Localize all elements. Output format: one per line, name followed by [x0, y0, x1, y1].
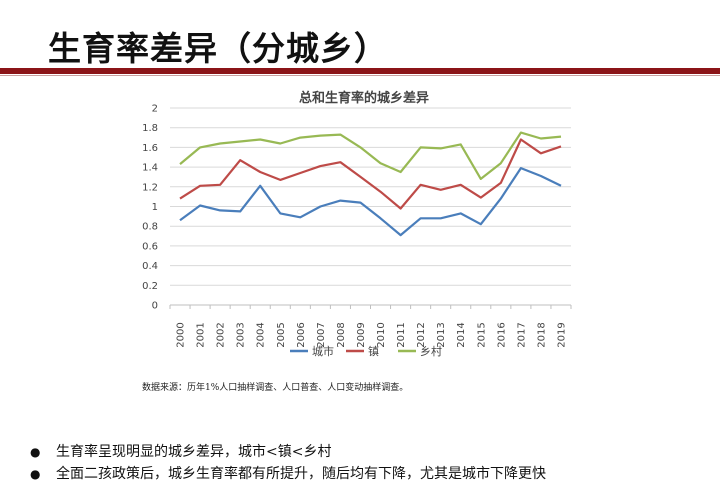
bullet-text: 全面二孩政策后，城乡生育率都有所提升，随后均有下降，尤其是城市下降更快 — [56, 466, 546, 482]
legend: 城市 镇 乡村 — [290, 344, 442, 358]
y-tick-label: 1 — [152, 202, 158, 213]
x-tick-label: 2010 — [376, 322, 387, 347]
y-tick-label: 0 — [152, 301, 158, 312]
y-tick-label: 0.8 — [142, 222, 158, 233]
x-tick-label: 2018 — [536, 322, 547, 347]
x-tick-label: 2001 — [196, 322, 207, 347]
bullet-list: ● 生育率呈现明显的城乡差异，城市<镇<乡村 ● 全面二孩政策后，城乡生育率都有… — [30, 443, 710, 487]
bullet-item: ● 全面二孩政策后，城乡生育率都有所提升，随后均有下降，尤其是城市下降更快 — [30, 465, 710, 487]
y-tick-label: 2 — [152, 104, 158, 115]
x-tick-label: 2012 — [416, 322, 427, 347]
y-tick-label: 1.4 — [142, 163, 158, 174]
grid-layer — [170, 107, 571, 306]
chart-title: 总和生育率的城乡差异 — [299, 90, 429, 106]
x-tick-label: 2013 — [436, 322, 447, 347]
source-note: 数据来源：历年1%人口抽样调查、人口普查、人口变动抽样调查。 — [142, 383, 409, 393]
y-tick-label: 1.8 — [142, 123, 158, 134]
bullet-icon: ● — [30, 467, 41, 481]
series-line-2 — [179, 138, 562, 210]
x-tick-label: 2003 — [236, 322, 247, 347]
legend-label: 乡村 — [420, 344, 442, 358]
x-tick-label: 2005 — [276, 322, 287, 347]
x-tick-label: 2002 — [216, 322, 227, 347]
x-tick-label: 2014 — [456, 322, 467, 347]
x-tick-label: 2006 — [296, 322, 307, 347]
x-axis: 2000 2001 2002 2003 2004 2005 2006 2007 2008 2009… — [169, 305, 572, 348]
slide-title: 生育率差异（分城乡） — [48, 29, 388, 68]
x-tick-label: 2000 — [176, 322, 187, 347]
title-divider — [0, 68, 720, 74]
x-tick-label: 2016 — [496, 322, 507, 347]
x-tick-label: 2007 — [316, 322, 327, 347]
series-line-3 — [179, 131, 562, 180]
x-tick-label: 2019 — [556, 322, 567, 347]
series-layer — [179, 131, 562, 237]
y-axis: 0 0.2 0.4 0.6 0.8 1 1.2 1.4 1.6 1.8 2 — [142, 104, 158, 312]
y-tick-label: 0.4 — [142, 261, 158, 272]
x-tick-label: 2017 — [516, 322, 527, 347]
bullet-icon: ● — [30, 445, 41, 459]
y-tick-label: 0.2 — [142, 281, 158, 292]
legend-label: 城市 — [312, 344, 334, 358]
legend-label: 镇 — [368, 344, 379, 358]
x-tick-label: 2011 — [396, 322, 407, 347]
y-tick-label: 1.2 — [142, 182, 158, 193]
x-tick-label: 2015 — [476, 322, 487, 347]
y-tick-label: 0.6 — [142, 241, 158, 252]
x-tick-label: 2004 — [256, 322, 267, 347]
bullet-item: ● 生育率呈现明显的城乡差异，城市<镇<乡村 — [30, 443, 710, 465]
series-line-1 — [179, 167, 562, 237]
y-tick-label: 1.6 — [142, 143, 158, 154]
bullet-text: 生育率呈现明显的城乡差异，城市<镇<乡村 — [56, 444, 332, 460]
line-chart: 总和生育率的城乡差异 0 0.2 0.4 0.6 0.8 1 1.2 1.4 1.6 1.8 2 2… — [142, 90, 572, 358]
x-tick-label: 2008 — [336, 322, 347, 347]
x-tick-label: 2009 — [356, 322, 367, 347]
title-divider-thin — [0, 75, 720, 76]
